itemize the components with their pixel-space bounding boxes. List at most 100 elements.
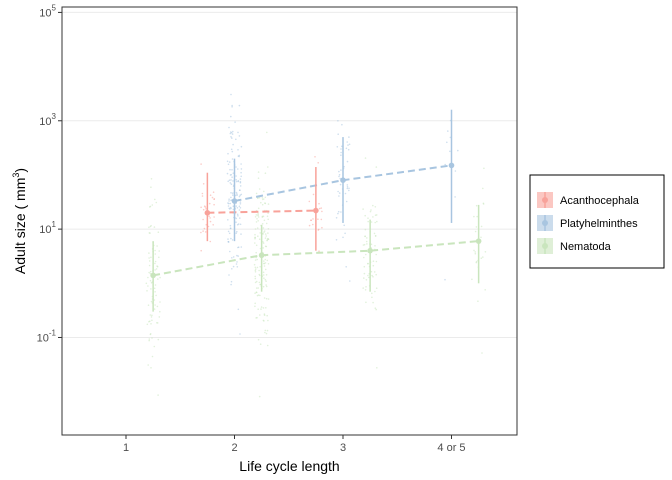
raw-point [237, 246, 240, 248]
raw-point [364, 235, 366, 237]
raw-point [258, 281, 261, 284]
raw-point [364, 214, 367, 217]
x-tick-label: 2 [231, 442, 237, 454]
raw-point [264, 245, 267, 248]
raw-point [372, 264, 375, 267]
raw-point [338, 175, 340, 178]
raw-point [340, 154, 342, 156]
raw-point [238, 104, 241, 107]
raw-point [261, 215, 264, 218]
raw-point [235, 166, 237, 168]
raw-point [255, 192, 258, 195]
mean-point [448, 162, 455, 169]
raw-point [234, 121, 236, 123]
raw-point [375, 308, 378, 311]
trend-line [207, 209, 316, 214]
raw-point [149, 272, 152, 275]
raw-point [234, 194, 237, 197]
raw-point [239, 223, 242, 226]
raw-point [230, 283, 232, 286]
raw-point [257, 308, 260, 311]
raw-point [263, 314, 266, 317]
raw-point [366, 237, 368, 239]
raw-point [449, 150, 451, 153]
raw-point [335, 239, 338, 241]
raw-point [266, 239, 269, 241]
raw-point [155, 294, 157, 297]
raw-point [367, 217, 369, 219]
raw-point [372, 301, 374, 304]
raw-point [154, 198, 156, 201]
raw-point [471, 278, 473, 281]
raw-point [340, 148, 342, 150]
raw-point [155, 268, 158, 270]
raw-point [258, 238, 261, 240]
raw-point [240, 246, 243, 248]
raw-point [321, 210, 323, 213]
raw-point [259, 232, 262, 234]
raw-point [153, 308, 156, 310]
raw-point [308, 200, 311, 203]
raw-point [202, 208, 205, 211]
raw-point [335, 217, 338, 219]
raw-point [153, 226, 156, 228]
raw-point [446, 141, 448, 144]
raw-point [229, 208, 231, 210]
raw-point [227, 219, 229, 221]
raw-point [231, 158, 234, 160]
raw-point [154, 253, 157, 255]
legend-key-point [542, 220, 548, 226]
raw-point [237, 308, 240, 311]
raw-point [240, 168, 243, 170]
raw-point [266, 131, 268, 134]
raw-point [236, 254, 238, 257]
raw-point [232, 130, 234, 133]
raw-point [239, 178, 242, 180]
raw-point [235, 175, 237, 177]
raw-point [149, 320, 151, 323]
raw-point [227, 180, 229, 183]
raw-point [457, 149, 459, 152]
raw-point [258, 188, 261, 190]
raw-point [373, 232, 376, 235]
raw-point [227, 202, 230, 205]
raw-point [231, 192, 234, 194]
legend-key-point [542, 243, 548, 249]
raw-point [145, 282, 148, 285]
mean-point [367, 247, 373, 254]
raw-point [321, 226, 323, 229]
x-axis-title: Life cycle length [239, 458, 339, 474]
raw-point [264, 331, 266, 334]
raw-point [365, 301, 367, 304]
y-tick-label: 105 [39, 3, 56, 19]
raw-point [202, 218, 204, 221]
mean-point [150, 272, 156, 279]
raw-point [154, 262, 156, 265]
raw-point [240, 193, 243, 196]
raw-point [148, 338, 151, 340]
raw-point [227, 152, 229, 155]
raw-point [228, 274, 230, 276]
raw-point [340, 169, 342, 171]
raw-point [150, 282, 153, 284]
raw-point [148, 264, 151, 267]
raw-point [239, 217, 241, 219]
raw-point [201, 192, 204, 195]
raw-point [338, 170, 340, 173]
raw-point [317, 162, 320, 164]
raw-point [265, 307, 267, 309]
raw-point [240, 171, 242, 174]
raw-point [231, 176, 233, 178]
raw-point [232, 265, 235, 268]
raw-point [209, 217, 211, 219]
raw-point [347, 144, 349, 146]
raw-point [236, 223, 239, 226]
raw-point [256, 218, 258, 220]
raw-point [254, 281, 257, 284]
raw-point [374, 245, 376, 247]
raw-point [373, 271, 376, 273]
raw-point [200, 231, 202, 234]
raw-point [341, 145, 343, 148]
raw-point [362, 244, 365, 246]
raw-point [238, 135, 241, 137]
